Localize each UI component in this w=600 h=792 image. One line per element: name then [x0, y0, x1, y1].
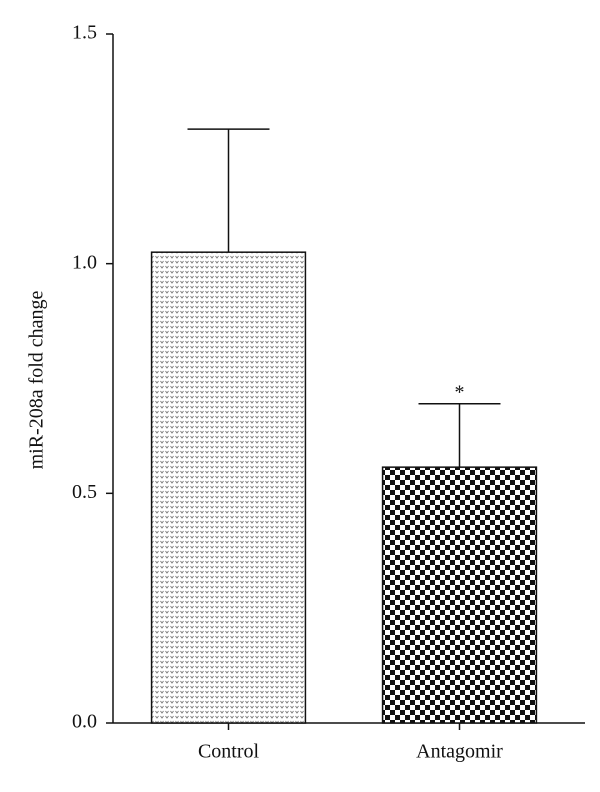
x-tick-label: Antagomir: [416, 741, 503, 763]
y-tick-label: 0.5: [72, 481, 97, 503]
significance-label: *: [455, 381, 465, 403]
y-tick-label: 1.5: [72, 22, 97, 44]
x-tick-label: Control: [198, 741, 260, 763]
y-tick-label: 1.0: [72, 251, 97, 273]
bar: [150, 251, 307, 724]
y-tick-label: 0.0: [72, 711, 97, 733]
y-axis-label: miR-208a fold change: [26, 290, 48, 469]
bar: [381, 466, 538, 724]
